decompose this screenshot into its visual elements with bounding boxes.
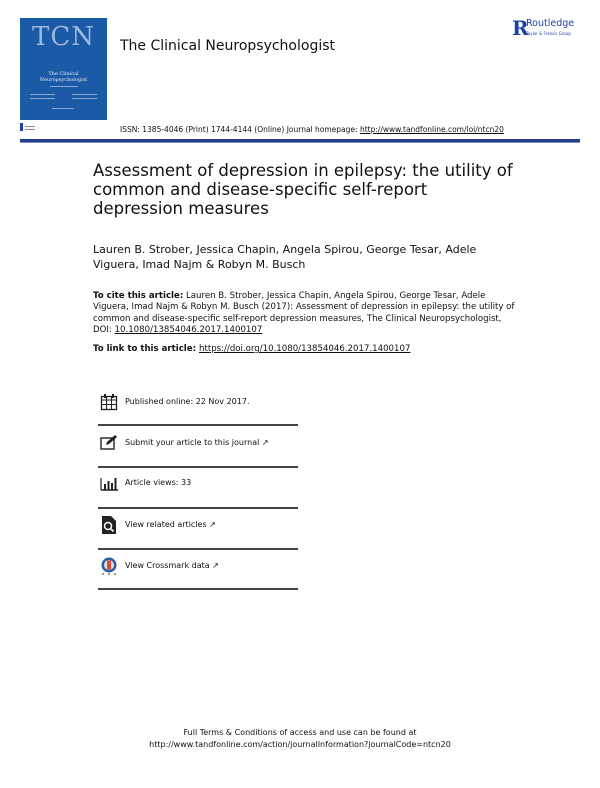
- article-link-line: To link to this article: https://doi.org…: [93, 344, 410, 354]
- issn-line: ISSN: 1385-4046 (Print) 1744-4144 (Onlin…: [120, 125, 504, 134]
- article-authors: Lauren B. Strober, Jessica Chapin, Angel…: [93, 243, 477, 271]
- cover-logo-text: TCN: [32, 22, 95, 52]
- article-doi-link[interactable]: https://doi.org/10.1080/13854046.2017.14…: [199, 344, 411, 354]
- cover-subtitle: The Clinical Neuropsychologist: [39, 71, 88, 83]
- crossmark-icon: [101, 557, 117, 575]
- article-views-item: Article views: 33: [98, 472, 298, 512]
- article-views: Article views: 33: [125, 478, 192, 487]
- header-divider: [20, 139, 580, 143]
- terms-url[interactable]: http://www.tandfonline.com/action/journa…: [149, 740, 451, 749]
- divider: [98, 466, 298, 468]
- divider: [98, 507, 298, 509]
- crossmark-item[interactable]: View Crossmark data ↗: [98, 555, 298, 595]
- published-online-item: Published online: 22 Nov 2017.: [98, 391, 298, 431]
- submit-article-link[interactable]: Submit your article to this journal ↗: [125, 438, 269, 447]
- published-date: Published online: 22 Nov 2017.: [125, 397, 250, 406]
- footer: Full Terms & Conditions of access and us…: [100, 727, 500, 751]
- cite-label: To cite this article:: [93, 291, 184, 301]
- journal-homepage-link[interactable]: http://www.tandfonline.com/loi/ntcn20: [359, 125, 504, 134]
- edit-icon: [100, 435, 117, 450]
- citation: To cite this article: Lauren B. Strober,…: [93, 291, 523, 337]
- journal-cover-image: TCN The Clinical Neuropsychologist: [20, 18, 107, 120]
- related-articles-link[interactable]: View related articles ↗: [125, 520, 216, 529]
- cite-text: Lauren B. Strober, Jessica Chapin, Angel…: [93, 291, 515, 336]
- article-title: Assessment of depression in epilepsy: th…: [93, 161, 513, 218]
- submit-article-item[interactable]: Submit your article to this journal ↗: [98, 432, 298, 472]
- related-articles-item[interactable]: View related articles ↗: [98, 514, 298, 554]
- divider: [98, 588, 298, 590]
- terms-text: Full Terms & Conditions of access and us…: [183, 728, 417, 737]
- crossmark-link[interactable]: View Crossmark data ↗: [125, 561, 219, 570]
- divider: [98, 424, 298, 426]
- bar-chart-icon: [100, 478, 118, 491]
- link-label: To link to this article:: [93, 344, 200, 354]
- calendar-icon: [100, 394, 118, 411]
- tf-small-logo: [20, 122, 36, 132]
- divider: [98, 548, 298, 550]
- journal-title: The Clinical Neuropsychologist: [120, 38, 336, 54]
- document-search-icon: [102, 516, 116, 534]
- routledge-logo: R Routledge Taylor & Francis Group: [512, 16, 575, 40]
- doi-link[interactable]: 10.1080/13854046.2017.1400107: [114, 325, 263, 336]
